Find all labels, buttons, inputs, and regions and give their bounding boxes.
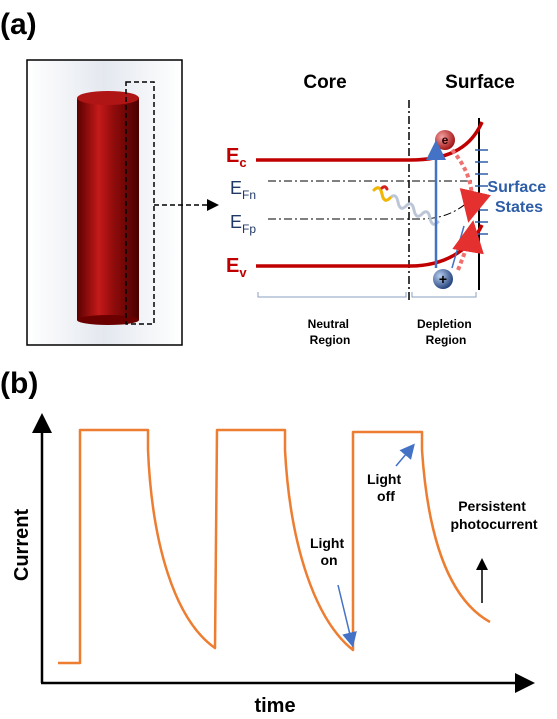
hole: + [433, 269, 453, 289]
efp-level [268, 201, 469, 220]
nanowire-image [26, 59, 183, 346]
electron-trap-arrow [450, 148, 491, 223]
light-on-label: Light on [310, 535, 348, 568]
svg-text:+: + [439, 271, 447, 287]
electron: e [435, 130, 455, 150]
panel-b-label: (b) [0, 367, 38, 400]
light-on-arrow [337, 584, 357, 648]
surface-states-label: Surface States [487, 179, 550, 216]
neutral-region-label: Neutral Region [308, 317, 353, 347]
core-title: Core [303, 72, 346, 93]
depletion-region-bracket [411, 292, 477, 298]
persistent-photocurrent-label: Persistent photocurrent [450, 498, 537, 532]
valence-band [256, 224, 484, 268]
x-axis-label: time [254, 695, 295, 717]
efn-label: EFn [230, 178, 256, 202]
surface-state-ticks [475, 149, 488, 235]
photocurrent-trace [58, 428, 491, 665]
y-axis-label: Current [11, 509, 33, 582]
ev-label: Ev [226, 255, 247, 280]
light-off-label: Light off [367, 471, 405, 504]
hole-trap-arrow [452, 220, 484, 271]
ec-label: Ec [226, 145, 247, 170]
efp-label: EFp [230, 212, 256, 236]
surface-title: Surface [445, 72, 515, 93]
photon-wave [372, 185, 440, 226]
panel-a-label: (a) [0, 8, 37, 41]
light-off-arrow [395, 443, 415, 467]
depletion-region-label: Depletion Region [417, 317, 475, 347]
neutral-region-bracket [257, 292, 407, 298]
svg-text:e: e [442, 133, 449, 147]
conduction-band [256, 121, 484, 162]
